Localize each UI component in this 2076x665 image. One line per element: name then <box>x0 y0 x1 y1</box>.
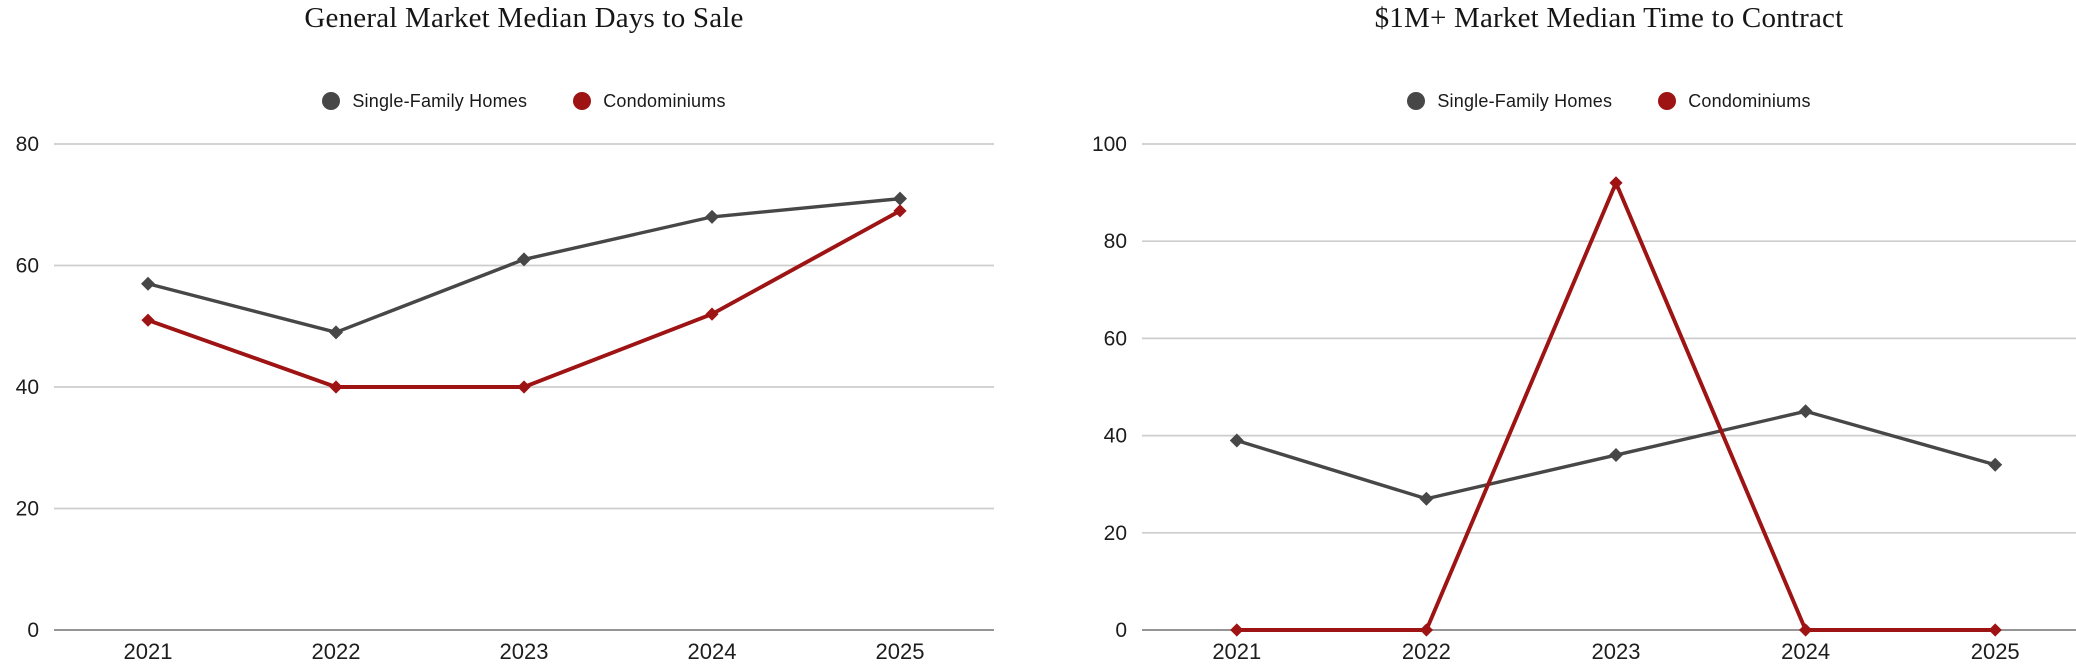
data-point-marker-single-family-homes <box>893 191 907 206</box>
legend-dot-icon <box>1407 92 1426 110</box>
line-plot-1m-plus-market: 0 20 40 60 80 100 2021 2022 2023 2024 2025 <box>1092 133 2076 664</box>
y-axis-label: 60 <box>1104 327 1127 350</box>
data-point-marker-single-family-homes <box>141 276 155 291</box>
series-line-condominiums <box>146 208 902 389</box>
x-axis-label: 2025 <box>1971 639 2020 664</box>
y-axis-label: 60 <box>16 255 39 278</box>
data-point-marker-single-family-homes <box>1419 491 1434 506</box>
data-point-marker-single-family-homes <box>1229 433 1244 448</box>
data-point-marker-condominiums <box>1609 176 1623 190</box>
legend-label: Single-Family Homes <box>352 90 528 111</box>
legend-item-single-family-homes[interactable]: Single-Family Homes <box>1407 91 1612 112</box>
y-axis-label: 40 <box>16 376 39 399</box>
data-point-marker-condominiums <box>141 313 155 327</box>
y-axis-label: 0 <box>1115 619 1127 642</box>
y-axis-label: 80 <box>1104 230 1127 253</box>
data-point-marker-condominiums <box>1419 623 1433 637</box>
y-axis-label: 0 <box>27 619 39 642</box>
x-axis-label: 2022 <box>312 639 361 664</box>
chart-panel-1m-plus-market: 0 20 40 60 80 100 2021 2022 2023 2024 2025 $1M+ Ma… <box>1038 0 2076 665</box>
legend-label: Single-Family Homes <box>1437 90 1613 111</box>
legend-dot-icon <box>322 92 341 110</box>
legend-item-single-family-homes[interactable]: Single-Family Homes <box>322 91 527 112</box>
chart-title: $1M+ Market Median Time to Contract <box>1374 2 1844 34</box>
x-axis-label: 2023 <box>500 639 549 664</box>
y-axis-label: 80 <box>16 133 39 156</box>
legend-label: Condominiums <box>603 90 726 111</box>
data-point-marker-single-family-homes <box>705 209 719 224</box>
legend-item-condominiums[interactable]: Condominiums <box>573 91 725 112</box>
y-axis-label: 40 <box>1104 425 1127 448</box>
data-point-marker-single-family-homes <box>517 252 531 267</box>
chart-title: General Market Median Days to Sale <box>304 2 744 34</box>
y-axis-label: 20 <box>1104 522 1127 545</box>
x-axis-label: 2025 <box>876 639 925 664</box>
series-line-condominiums <box>1234 180 1998 632</box>
x-axis-label: 2023 <box>1592 639 1641 664</box>
data-point-marker-condominiums <box>1230 623 1244 637</box>
data-point-marker-condominiums <box>1988 623 2002 637</box>
x-axis-label: 2021 <box>1212 639 1261 664</box>
x-axis-label: 2021 <box>124 639 173 664</box>
legend-dot-icon <box>573 92 592 110</box>
legend-item-condominiums[interactable]: Condominiums <box>1658 91 1810 112</box>
x-axis-label: 2022 <box>1402 639 1451 664</box>
x-axis-label: 2024 <box>1781 639 1830 664</box>
data-point-marker-single-family-homes <box>329 325 343 340</box>
y-axis-label: 100 <box>1092 133 1127 156</box>
y-axis-label: 20 <box>16 498 39 521</box>
data-point-marker-single-family-homes <box>1798 404 1813 419</box>
data-point-marker-condominiums <box>705 307 719 321</box>
line-plot-general-market: 0 20 40 60 80 2021 2022 2023 2024 2025 <box>16 133 994 664</box>
data-point-marker-condominiums <box>517 380 531 394</box>
data-point-marker-single-family-homes <box>1988 457 2003 472</box>
chart-legend: Single-Family Homes Condominiums <box>1142 88 2076 114</box>
legend-dot-icon <box>1658 92 1677 110</box>
data-point-marker-condominiums <box>329 380 343 394</box>
chart-panel-general-market: 0 20 40 60 80 2021 2022 2023 2024 2025 General Ma… <box>16 2 994 664</box>
legend-label: Condominiums <box>1688 90 1811 111</box>
data-point-marker-single-family-homes <box>1609 448 1623 463</box>
chart-legend: Single-Family Homes Condominiums <box>54 88 994 114</box>
data-point-marker-condominiums <box>1799 623 1813 637</box>
x-axis-label: 2024 <box>688 639 737 664</box>
data-point-marker-condominiums <box>893 204 907 218</box>
